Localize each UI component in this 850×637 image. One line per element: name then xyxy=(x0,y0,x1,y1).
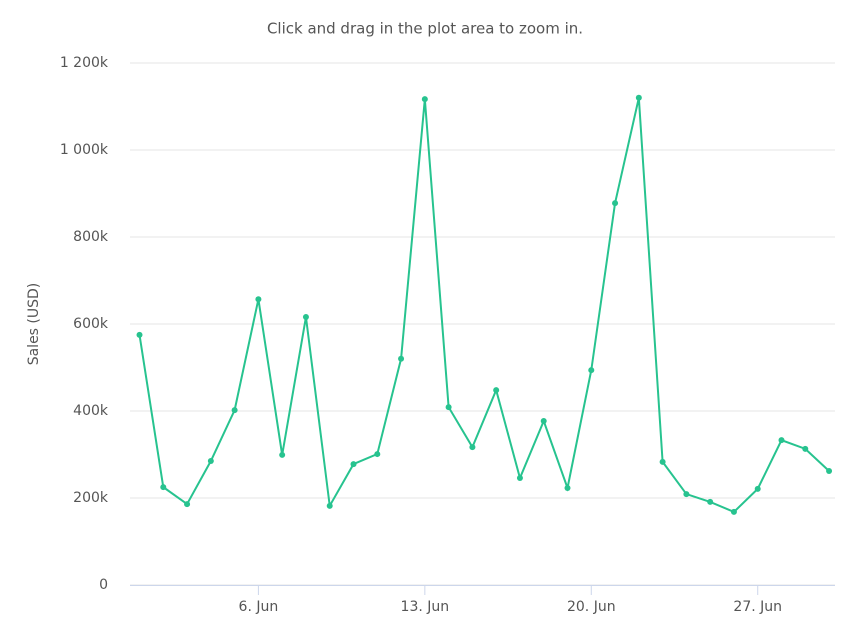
point xyxy=(136,331,143,338)
series-line xyxy=(138,97,830,514)
y-axis-label: Sales (USD) xyxy=(26,283,42,366)
point xyxy=(421,96,428,103)
y-tick-label: 800k xyxy=(73,229,109,245)
point xyxy=(754,485,761,492)
chart-subtitle: Click and drag in the plot area to zoom … xyxy=(267,20,583,38)
point xyxy=(493,387,500,394)
point xyxy=(516,474,523,481)
point xyxy=(707,498,714,505)
point xyxy=(683,491,690,498)
y-tick-label: 1 000k xyxy=(60,142,109,158)
point xyxy=(802,445,809,452)
point xyxy=(564,484,571,491)
point xyxy=(635,94,642,101)
point xyxy=(302,314,309,321)
x-tick-label: 6. Jun xyxy=(239,599,279,615)
x-tick-label: 13. Jun xyxy=(401,599,450,615)
point xyxy=(350,461,357,468)
point xyxy=(160,484,167,491)
y-tick-label: 600k xyxy=(73,316,109,332)
point xyxy=(374,451,381,458)
point xyxy=(326,502,333,509)
x-tick-label: 27. Jun xyxy=(733,599,782,615)
point xyxy=(826,468,833,475)
point xyxy=(255,296,262,303)
point xyxy=(398,355,405,362)
point xyxy=(588,367,595,374)
point xyxy=(612,200,619,207)
point xyxy=(469,444,476,451)
point xyxy=(730,508,737,515)
point xyxy=(184,501,191,508)
point xyxy=(445,404,452,411)
x-tick-label: 20. Jun xyxy=(567,599,616,615)
y-tick-label: 200k xyxy=(73,490,109,506)
point xyxy=(778,437,785,444)
y-tick-label: 400k xyxy=(73,403,109,419)
point xyxy=(659,458,666,465)
y-tick-label: 1 200k xyxy=(60,55,109,71)
point xyxy=(279,451,286,458)
y-tick-label: 0 xyxy=(99,577,108,593)
point xyxy=(231,407,238,414)
point xyxy=(540,418,547,425)
point xyxy=(207,458,214,465)
